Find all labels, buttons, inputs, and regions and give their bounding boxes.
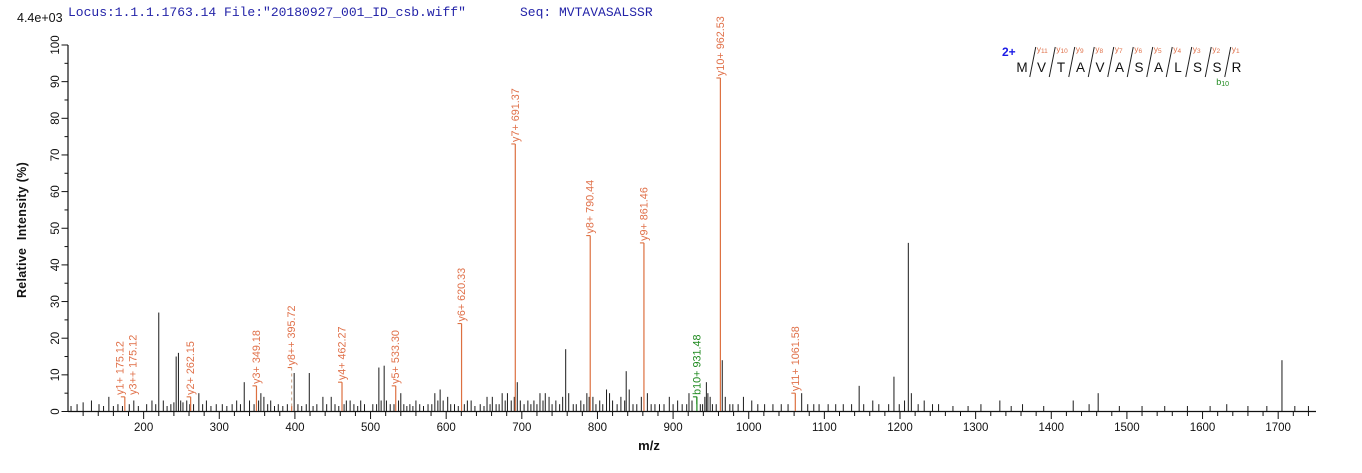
- x-tick-label: 900: [663, 422, 682, 434]
- y-tick-label: 10: [50, 368, 62, 381]
- ion-label-y2: y2+ 262.15: [185, 341, 197, 395]
- residue-10-S: S: [1193, 60, 1202, 75]
- x-tick-label: 300: [210, 422, 229, 434]
- fragment-divider-7: [1146, 46, 1154, 78]
- ion-label-b10: b10+ 931.48: [691, 334, 703, 394]
- y-tick-label: 30: [50, 295, 62, 308]
- y-ion-ladder-label-y6: y6: [1134, 44, 1142, 55]
- ion-label-y4: y4+ 462.27: [337, 326, 349, 380]
- x-tick-label: 1500: [1114, 422, 1140, 434]
- fragment-divider-6: [1126, 46, 1134, 78]
- residue-9-L: L: [1174, 60, 1182, 75]
- fragment-divider-2: [1048, 46, 1056, 78]
- x-tick-label: 1100: [812, 422, 837, 434]
- fragment-divider-5: [1107, 46, 1115, 78]
- y-tick-label: 20: [50, 332, 62, 345]
- ion-label-y1: y1+ 175.12: [114, 341, 126, 395]
- x-tick-label: 600: [437, 422, 456, 434]
- ion-label-y6: y6+ 620.33: [456, 268, 468, 322]
- y-tick-label: 60: [50, 185, 62, 198]
- y-tick-label: 100: [50, 35, 62, 54]
- fragment-divider-11: [1224, 46, 1232, 78]
- residue-6-A: A: [1115, 60, 1124, 75]
- y-ion-ladder-label-y3: y3: [1193, 44, 1201, 55]
- sequence-label: Seq: MVTAVASALSSR: [520, 5, 653, 20]
- ion-label-y10: y10+ 962.53: [715, 16, 727, 76]
- fragment-divider-9: [1185, 46, 1193, 78]
- y-tick-label: 70: [50, 149, 62, 162]
- y-ion-ladder-label-y7: y7: [1115, 44, 1123, 55]
- residue-7-S: S: [1134, 60, 1143, 75]
- residue-8-A: A: [1154, 60, 1163, 75]
- locus-file-label: Locus:1.1.1.1763.14 File:"20180927_001_I…: [68, 5, 466, 20]
- y-ion-ladder-label-y10: y10: [1056, 44, 1068, 55]
- ion-label-y8pp: y8++ 395.72: [286, 305, 298, 365]
- fragment-divider-4: [1087, 46, 1095, 78]
- ion-label-y3pp: y3++ 175.12: [127, 335, 139, 395]
- y-tick-label: 50: [50, 222, 62, 235]
- y-tick-label: 80: [50, 112, 62, 125]
- x-tick-label: 1200: [887, 422, 913, 434]
- y-tick-label: 0: [50, 408, 62, 414]
- y-ion-ladder-label-y9: y9: [1076, 44, 1084, 55]
- precursor-charge-label: 2+: [1002, 45, 1016, 59]
- residue-1-M: M: [1016, 60, 1027, 75]
- fragment-divider-8: [1165, 46, 1173, 78]
- y-ion-ladder-label-y2: y2: [1212, 44, 1220, 55]
- ion-label-y5: y5+ 533.30: [390, 330, 402, 384]
- fragment-divider-10: [1204, 46, 1212, 78]
- x-tick-label: 200: [134, 422, 153, 434]
- y-ion-ladder-label-y11: y11: [1037, 44, 1048, 55]
- y-ion-ladder-label-y8: y8: [1095, 44, 1103, 55]
- x-tick-label: 1600: [1190, 422, 1216, 434]
- x-tick-label: 700: [512, 422, 531, 434]
- residue-5-V: V: [1095, 60, 1104, 75]
- max-intensity-label: 4.4e+03: [17, 11, 63, 25]
- residue-11-S: S: [1212, 60, 1221, 75]
- x-tick-label: 1700: [1265, 422, 1291, 434]
- y-tick-label: 40: [50, 259, 62, 272]
- ion-label-y9: y9+ 861.46: [638, 187, 650, 241]
- y-tick-label: 90: [50, 75, 62, 88]
- residue-3-T: T: [1057, 60, 1065, 75]
- ion-label-y3: y3+ 349.18: [251, 330, 263, 384]
- y-ion-ladder-label-y5: y5: [1154, 44, 1162, 55]
- b-ion-ladder-label-b10: b10: [1216, 77, 1229, 88]
- x-tick-label: 400: [285, 422, 304, 434]
- x-tick-label: 800: [588, 422, 607, 434]
- residue-2-V: V: [1037, 60, 1046, 75]
- y-ion-ladder-label-y1: y1: [1232, 44, 1240, 55]
- fragment-divider-1: [1029, 46, 1037, 78]
- fragment-divider-3: [1068, 46, 1076, 78]
- y-ion-ladder-label-y4: y4: [1173, 44, 1181, 55]
- x-axis-title: m/z: [638, 438, 660, 453]
- residue-4-A: A: [1076, 60, 1085, 75]
- residue-12-R: R: [1232, 60, 1242, 75]
- x-tick-label: 1300: [963, 422, 989, 434]
- x-tick-label: 500: [361, 422, 380, 434]
- ion-label-y7: y7+ 691.37: [510, 88, 522, 142]
- x-tick-label: 1000: [736, 422, 762, 434]
- x-tick-label: 1400: [1038, 422, 1064, 434]
- ion-label-y11: y11+ 1061.58: [790, 326, 802, 391]
- ion-label-y8: y8+ 790.44: [585, 180, 597, 234]
